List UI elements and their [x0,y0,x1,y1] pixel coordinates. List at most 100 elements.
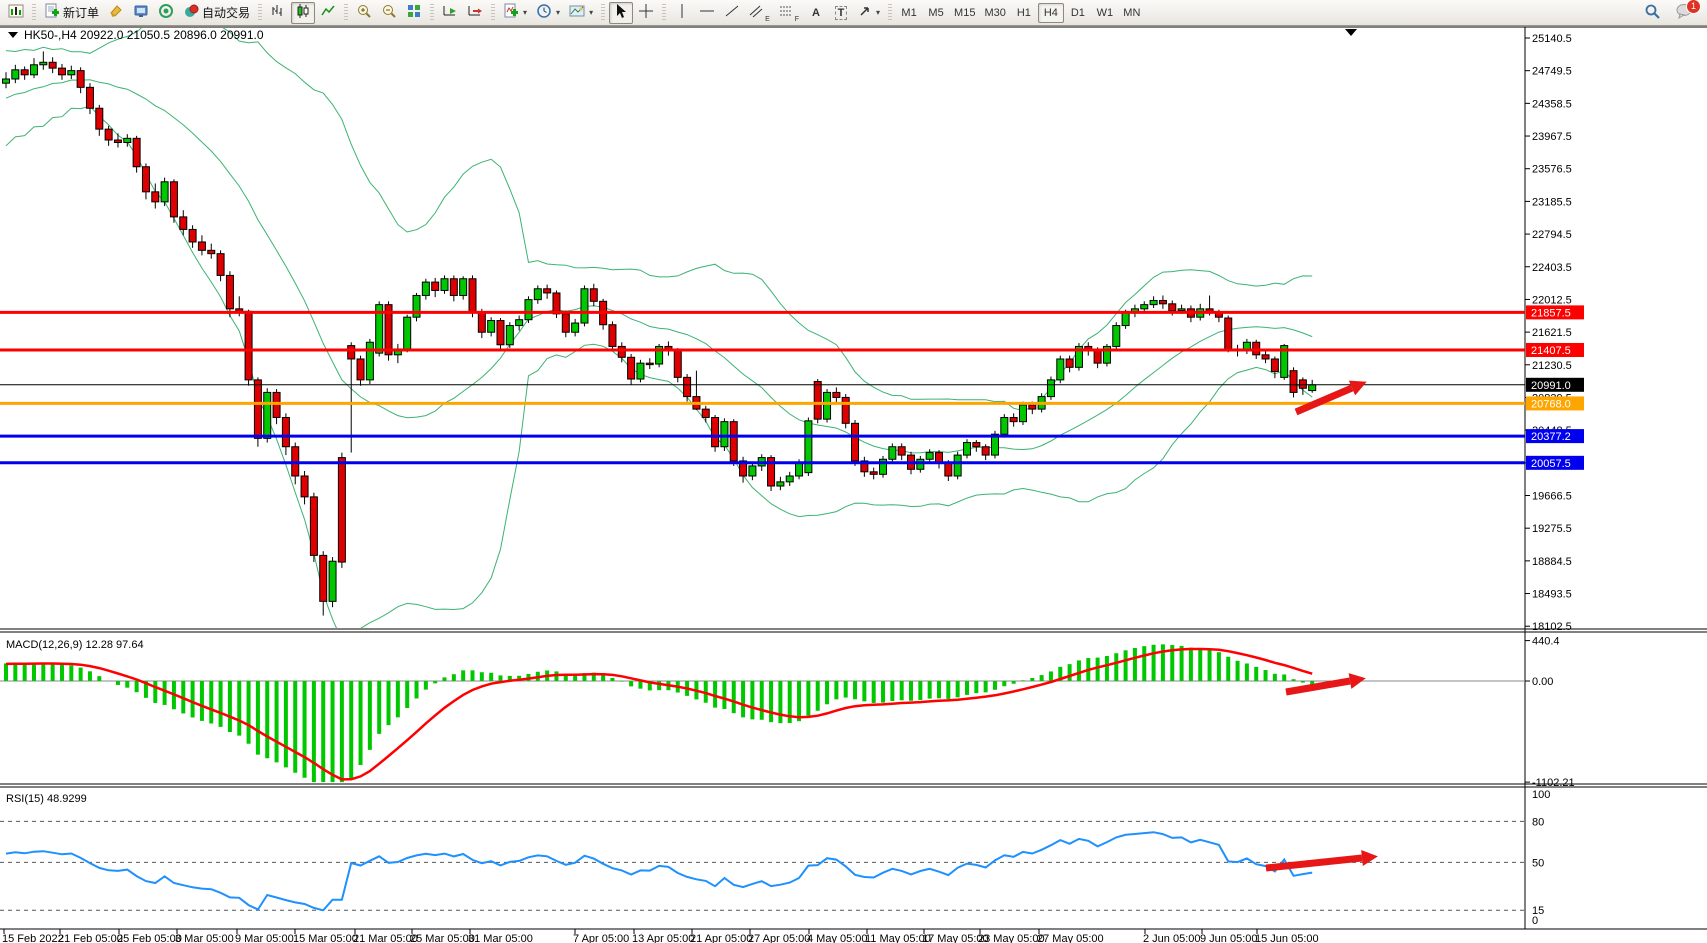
candle [1000,414,1009,438]
zoom-out-icon [381,3,397,22]
arrows-tool-icon [858,4,872,21]
chart-title: HK50-,H4 20922.0 21050.5 20896.0 20991.0 [24,28,264,42]
price-badge [1526,305,1584,320]
candlestick-chart-button[interactable] [291,1,316,24]
candle [85,83,94,115]
price-badge-label: 20377.2 [1531,431,1571,443]
vertical-line-tool-button[interactable] [670,2,694,24]
candle [104,125,113,146]
price-badge [1526,396,1584,411]
candle [897,443,906,461]
styler-button[interactable] [104,2,128,24]
timeframe-M1[interactable]: M1 [901,6,917,19]
candle [804,417,813,476]
candle [95,104,104,136]
price-tick-label: 18102.5 [1532,621,1572,633]
candle [272,389,281,425]
trend-arrow-rsi[interactable] [1265,854,1363,872]
candle [216,250,225,282]
cursor-icon [614,3,628,22]
templates-button[interactable]: ▾ [565,2,597,24]
time-label: 9 Jun 05:00 [1200,933,1258,943]
trendline-icon [724,3,740,22]
chart-window-button[interactable] [4,2,28,24]
trend-arrow-macd[interactable] [1285,677,1351,696]
notifications-button[interactable]: 1 [1671,0,1701,24]
price-axis[interactable]: 25140.5 24749.5 24358.5 23967.5 23576.5 23185… [1525,33,1584,927]
horizontal-line-tool-button[interactable] [695,2,719,24]
price-badge-label: 21857.5 [1531,307,1571,319]
timeframe-H4[interactable]: H4 [1037,2,1064,23]
line-chart-button[interactable] [316,2,340,24]
channel-icon [749,4,763,21]
signals-button[interactable] [154,2,178,24]
horizontal-line-icon [699,5,715,20]
auto-scroll-icon [442,3,458,22]
candle [981,444,990,461]
text-label-tool-button[interactable]: T [829,2,853,24]
candle [1298,377,1307,395]
price-tick-label: 23185.5 [1532,196,1572,208]
candle [1261,351,1270,364]
zoom-in-button[interactable] [352,2,376,24]
search-button[interactable] [1640,2,1665,24]
timeframe-W1[interactable]: W1 [1096,6,1114,19]
chart-canvas[interactable]: HK50-,H4 20922.0 21050.5 20896.0 20991.0… [0,26,1707,943]
auto-scroll-button[interactable] [438,2,462,24]
candle [972,440,981,452]
bar-chart-icon [270,3,286,22]
terminal-button[interactable] [129,2,153,24]
candle [841,394,850,429]
candle [627,353,636,385]
cursor-tool-button[interactable] [609,1,634,24]
fibonacci-tool-button[interactable]: F [775,2,803,24]
candle [1102,343,1111,367]
timeframe-MN[interactable]: MN [1123,6,1141,19]
time-label: 31 Mar 05:00 [468,933,533,943]
channel-tool-button[interactable]: E [745,2,774,24]
candle [776,476,785,491]
time-label: 15 Mar 05:00 [293,933,358,943]
candle [328,557,337,608]
price-badge [1526,377,1584,392]
price-badge [1526,455,1584,470]
candle [953,451,962,480]
trend-arrow-head-macd [1348,673,1366,689]
candle [524,296,533,324]
crosshair-icon [638,3,654,22]
candle [57,63,66,80]
candle [515,315,524,331]
collapse-triangle-icon[interactable] [8,32,18,38]
timeframe-M30[interactable]: M30 [984,6,1006,19]
zoom-out-button[interactable] [377,2,401,24]
price-tick-label: 22403.5 [1532,262,1572,274]
candle [832,387,841,403]
candle [39,51,48,70]
candle [1158,295,1167,309]
fibonacci-icon [779,4,793,21]
crosshair-tool-button[interactable] [634,2,658,24]
indicators-button[interactable]: ▾ [499,2,531,24]
price-badge-label: 20768.0 [1531,398,1571,410]
autotrading-button[interactable]: 自动交易 [179,2,254,24]
tile-windows-button[interactable] [402,2,426,24]
periods-button[interactable]: ▾ [532,2,564,24]
arrows-tool-button[interactable]: ▾ [854,2,884,24]
candle [533,285,542,304]
timeframe-M5[interactable]: M5 [928,6,944,19]
candle [113,133,122,148]
text-tool-button[interactable]: A [804,2,828,24]
timeframe-M15[interactable]: M15 [954,6,976,19]
new-order-button[interactable]: 新订单 [40,2,103,24]
time-label: 21 Apr 05:00 [690,933,752,943]
time-label: 11 May 05:00 [865,933,931,943]
trend-arrow-main[interactable] [1294,384,1354,416]
trendline-tool-button[interactable] [720,2,744,24]
bar-chart-button[interactable] [266,2,290,24]
chart-shift-button[interactable] [463,2,487,24]
new-order-label: 新订单 [63,6,100,20]
candle [1046,376,1055,400]
timeframe-D1[interactable]: D1 [1070,6,1085,19]
timeframe-H1[interactable]: H1 [1016,6,1031,19]
